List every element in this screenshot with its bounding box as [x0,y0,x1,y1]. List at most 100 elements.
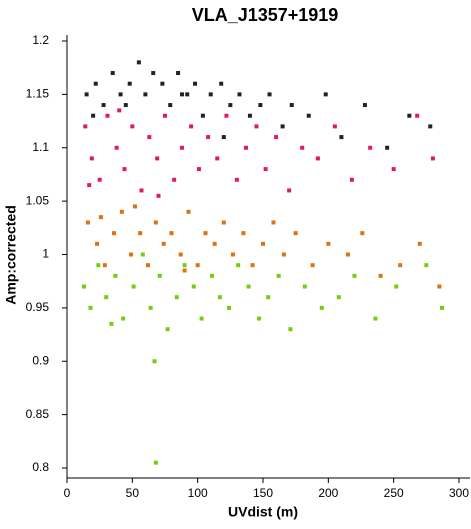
point [163,113,167,118]
point [136,60,141,65]
point [182,263,187,268]
point [172,177,177,182]
point [118,92,123,97]
point [332,124,337,129]
point [84,92,89,97]
point [193,81,198,86]
point [300,145,305,150]
point [200,113,205,118]
point [306,113,311,118]
x-tick-label: 150 [253,486,273,500]
point [130,124,135,129]
point [95,241,100,246]
point [417,241,422,246]
point [206,135,211,140]
point [430,156,435,161]
point [293,231,298,236]
point [93,81,98,86]
point [88,305,93,310]
point [228,103,233,108]
point [437,284,442,289]
x-tick-label: 50 [126,486,140,500]
x-tick-label: 0 [64,486,71,500]
point [246,284,251,289]
point [91,113,96,118]
point [274,135,279,140]
point [112,231,117,236]
point [280,124,285,129]
point [157,273,162,278]
point [227,305,232,310]
y-tick-label: 0.8 [32,460,49,474]
point [241,231,246,236]
point [195,263,200,268]
point [336,295,341,300]
point [148,305,153,310]
point [151,71,156,76]
point [261,241,265,246]
x-tick-label: 250 [384,486,404,500]
point [153,460,158,465]
point [208,92,213,97]
x-axis-label: UVdist (m) [228,504,298,520]
point [169,231,174,236]
point [428,124,433,129]
point [89,156,94,161]
point [117,108,122,113]
point [179,145,184,150]
point [139,188,144,193]
point [113,273,118,278]
point [323,92,328,97]
point [85,220,90,225]
point [287,188,292,193]
point [179,92,184,97]
y-tick-label: 1.2 [32,33,49,47]
x-tick-label: 100 [188,486,208,500]
point [276,273,281,278]
point [147,135,152,140]
point [132,204,137,209]
point [104,295,109,300]
point [191,284,196,289]
point [326,241,331,246]
point [407,113,412,118]
point [114,145,119,150]
point [102,263,107,268]
point [138,231,143,236]
point [122,167,127,172]
point [196,167,201,172]
point [156,193,161,198]
point [289,103,294,108]
point [110,71,115,76]
point [288,327,293,332]
y-tick-label: 0.9 [32,353,49,367]
point [234,177,239,182]
point [266,295,271,300]
point [217,295,222,300]
point [143,92,148,97]
point [174,295,179,300]
point [203,231,208,236]
point [398,263,403,268]
point [123,103,128,108]
point [230,252,235,257]
x-tick-label: 300 [449,486,469,500]
point [178,252,183,257]
x-tick-label: 200 [318,486,338,500]
point [263,167,268,172]
point [101,103,106,108]
point [391,167,396,172]
point [236,263,241,268]
point [98,215,103,220]
point [83,124,88,129]
y-tick-label: 1.1 [32,140,49,154]
point [352,273,357,278]
point [368,145,373,150]
point [185,92,190,97]
point [97,177,102,182]
point [339,135,344,140]
point [153,220,158,225]
point [244,145,249,150]
point [319,305,324,310]
